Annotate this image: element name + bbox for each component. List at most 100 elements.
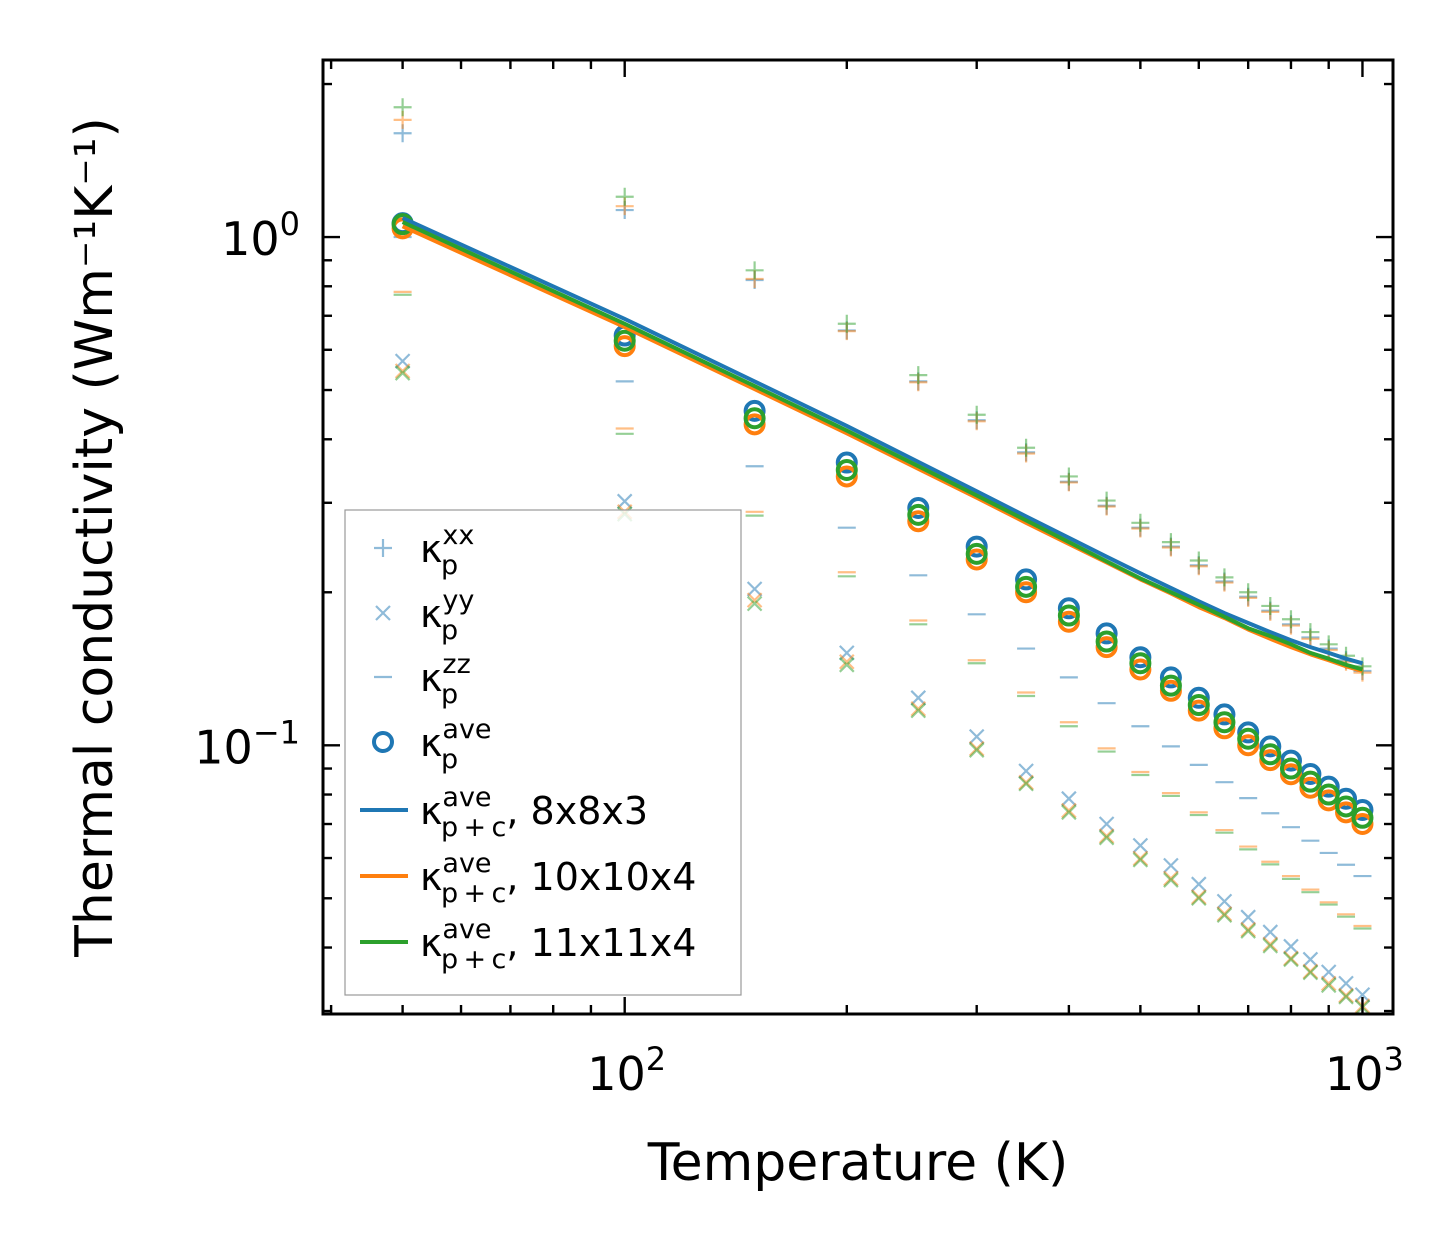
data-point-circle (1129, 652, 1152, 675)
legend-marker-plus (374, 539, 392, 557)
legend-label: κave p + c, 11x11x4 (420, 914, 696, 975)
data-point-x (1018, 763, 1034, 779)
series-kzz-11x11x4 (393, 293, 1372, 930)
data-point-circle (1015, 575, 1038, 598)
data-point-x (910, 700, 927, 717)
data-point-circle (1057, 604, 1080, 627)
data-point-x (1302, 951, 1319, 968)
data-point-x (910, 690, 927, 706)
data-point-x (746, 581, 763, 597)
data-point-circle (835, 459, 858, 482)
data-point-x (1191, 890, 1207, 907)
legend-entry: κxx p (374, 520, 474, 581)
data-point-x (1302, 964, 1319, 981)
legend-label: κave p + c, 10x10x4 (420, 848, 696, 909)
y-axis-label: Thermal conductivity (Wm⁻¹K⁻¹) (65, 117, 125, 958)
series-line (401, 216, 1364, 666)
data-point-x (746, 595, 763, 612)
series-kp-c-ave-11x11x4 (401, 220, 1364, 672)
data-point-circle (1237, 734, 1260, 757)
legend-box (344, 509, 742, 996)
legend-entry: κzz p (374, 649, 471, 710)
data-point-plus (1239, 583, 1258, 602)
data-point-plus (1059, 467, 1078, 486)
legend-label: κzz p (420, 649, 471, 710)
data-point-circle (1351, 806, 1374, 829)
data-point-x (1262, 938, 1279, 954)
data-point-x (968, 740, 985, 757)
data-point-plus (837, 314, 856, 333)
data-point-x (746, 592, 763, 608)
data-point-x (839, 653, 855, 670)
data-point-x (910, 702, 927, 719)
data-point-x (1283, 951, 1299, 968)
data-point-x (394, 363, 411, 379)
data-point-circle (835, 451, 858, 474)
data-point-circle (743, 399, 766, 422)
series-kyy-11x11x4 (394, 365, 1371, 1016)
data-point-plus (1131, 513, 1150, 532)
data-point-x (1132, 852, 1149, 868)
data-point-circle (1187, 686, 1210, 709)
legend-marker-x (375, 605, 391, 621)
data-point-x (968, 728, 985, 745)
data-point-x (1163, 872, 1179, 888)
legend-entry: κave p (372, 714, 492, 775)
data-point-circle (1095, 622, 1118, 645)
data-point-circle (1259, 743, 1282, 766)
legend-entry: κave p + c, 10x10x4 (360, 848, 696, 909)
data-point-plus (1097, 491, 1116, 510)
legend-entry: κave p + c, 8x8x3 (360, 782, 648, 843)
data-point-plus (393, 98, 412, 117)
data-point-circle (1279, 749, 1302, 772)
y-tick-label: 100 (221, 205, 300, 266)
x-tick-label: 102 (587, 1040, 666, 1101)
series-kzz-10x10x4 (393, 290, 1372, 928)
data-point-plus (1017, 438, 1036, 457)
data-point-circle (1187, 694, 1210, 717)
data-point-circle (1335, 795, 1358, 818)
series-kp-c-ave-8x8x3 (401, 216, 1364, 666)
data-point-circle (1237, 721, 1260, 744)
series-line (401, 220, 1364, 672)
data-point-x (1163, 857, 1179, 874)
data-point-x (1098, 828, 1115, 844)
data-point-plus (1261, 596, 1280, 615)
data-point-x (1338, 989, 1354, 1005)
legend-marker-circle (372, 731, 394, 753)
data-point-plus (967, 405, 986, 424)
data-point-circle (965, 535, 988, 558)
data-point-x (1240, 909, 1256, 925)
data-point-x (1018, 775, 1034, 792)
data-point-circle (1213, 703, 1236, 726)
data-point-plus (1319, 635, 1338, 654)
data-point-x (1262, 924, 1279, 940)
data-point-x (1132, 837, 1149, 854)
series-kave-11x11x4 (391, 213, 1374, 829)
axis-ticks: 102 103 100 10−1 (194, 60, 1404, 1101)
data-point-x (1320, 964, 1337, 980)
plot-area (391, 98, 1374, 1016)
data-point-circle (907, 496, 930, 519)
series-kxx-11x11x4 (393, 98, 1372, 676)
data-point-x (839, 657, 855, 673)
data-point-circle (1095, 630, 1118, 653)
data-point-circle (1317, 783, 1340, 806)
legend-label: κave p (420, 714, 492, 775)
data-point-x (1216, 893, 1233, 910)
data-point-x (968, 742, 985, 758)
data-point-x (1061, 802, 1077, 819)
data-point-circle (1279, 757, 1302, 780)
data-point-x (1216, 907, 1233, 924)
data-point-circle (743, 407, 766, 430)
data-point-x (1338, 975, 1354, 992)
data-point-circle (1299, 770, 1322, 793)
data-point-x (1163, 870, 1179, 887)
data-point-plus (1301, 623, 1320, 642)
legend-label: κxx p (420, 520, 474, 581)
data-point-circle (1237, 727, 1260, 750)
data-point-plus (909, 366, 928, 385)
data-point-x (1320, 975, 1337, 992)
data-point-x (1191, 876, 1207, 892)
